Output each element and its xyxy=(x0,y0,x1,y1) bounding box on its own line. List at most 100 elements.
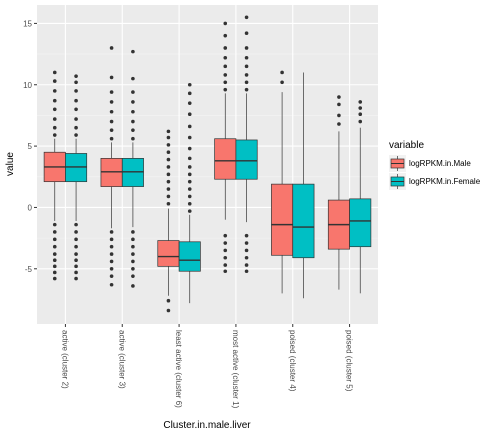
legend-title: variable xyxy=(389,140,424,151)
outlier-point xyxy=(109,274,114,278)
box-group xyxy=(43,70,66,281)
outlier-point xyxy=(166,165,171,169)
outlier-point xyxy=(244,31,249,36)
outlier-point xyxy=(74,89,78,93)
outlier-point xyxy=(166,172,171,177)
box xyxy=(178,241,201,272)
y-tick-label: -5 xyxy=(25,265,33,274)
x-tick-label: active (cluster 3) xyxy=(117,330,126,389)
box-group xyxy=(349,100,372,294)
outlier-point xyxy=(52,270,57,275)
outlier-point xyxy=(131,274,135,278)
outlier-point xyxy=(187,209,192,213)
outlier-point xyxy=(109,109,114,114)
outlier-point xyxy=(52,107,57,112)
outlier-point xyxy=(74,80,78,85)
outlier-point xyxy=(223,21,228,26)
outlier-point xyxy=(131,90,135,94)
outlier-point xyxy=(337,95,341,99)
box-group xyxy=(157,129,180,313)
outlier-point xyxy=(358,119,363,124)
outlier-point xyxy=(244,248,249,253)
outlier-point xyxy=(244,87,249,92)
legend: variable logRPKM.in.Male logRPKM.in.Femal… xyxy=(389,140,481,190)
box xyxy=(292,183,315,259)
outlier-point xyxy=(223,87,228,92)
outlier-point xyxy=(166,194,171,199)
x-tick-label: least active (cluster 6) xyxy=(174,330,183,408)
x-tick-label: poised (cluster 5) xyxy=(345,330,354,392)
y-axis: -5 0 5 10 15 xyxy=(23,19,37,274)
box-group xyxy=(178,82,201,304)
outlier-point xyxy=(166,187,171,191)
outlier-point xyxy=(52,125,57,130)
outlier-point xyxy=(52,237,57,242)
box-group xyxy=(235,15,258,274)
outlier-point xyxy=(223,33,228,38)
outlier-point xyxy=(74,98,78,103)
outlier-point xyxy=(109,119,114,124)
outlier-point xyxy=(280,80,284,85)
outlier-point xyxy=(166,201,171,206)
outlier-point xyxy=(109,266,114,271)
outlier-point xyxy=(187,201,192,206)
outlier-point xyxy=(74,133,78,137)
x-tick-label: active (cluster 2) xyxy=(60,330,69,389)
outlier-point xyxy=(358,106,363,110)
outlier-point xyxy=(131,230,135,234)
outlier-point xyxy=(223,73,228,77)
outlier-point xyxy=(244,269,249,274)
outlier-point xyxy=(131,119,135,124)
box xyxy=(235,139,258,180)
outlier-point xyxy=(337,113,341,118)
outlier-point xyxy=(52,264,57,269)
outlier-point xyxy=(131,128,135,132)
box-group xyxy=(121,49,144,288)
outlier-point xyxy=(131,136,135,141)
outlier-point xyxy=(109,128,114,132)
outlier-point xyxy=(74,222,78,227)
outlier-point xyxy=(244,46,249,50)
y-tick-label: 15 xyxy=(23,19,32,28)
legend-label: logRPKM.in.Male xyxy=(409,159,471,168)
outlier-point xyxy=(166,157,171,162)
outlier-point xyxy=(244,64,249,69)
y-tick-label: 5 xyxy=(28,142,33,151)
outlier-point xyxy=(166,298,171,303)
outlier-point xyxy=(223,80,228,85)
outlier-point xyxy=(166,308,171,313)
box xyxy=(157,240,180,267)
outlier-point xyxy=(52,258,57,263)
outlier-point xyxy=(187,156,192,161)
outlier-point xyxy=(187,91,192,96)
box-series xyxy=(43,15,372,313)
legend-label: logRPKM.in.Female xyxy=(409,177,481,186)
outlier-point xyxy=(166,179,171,184)
outlier-point xyxy=(166,150,171,155)
outlier-point xyxy=(244,255,249,260)
outlier-point xyxy=(223,255,228,260)
outlier-point xyxy=(109,244,114,249)
outlier-point xyxy=(244,263,249,267)
outlier-point xyxy=(187,194,192,199)
outlier-point xyxy=(74,230,78,234)
outlier-point xyxy=(74,125,78,130)
outlier-point xyxy=(131,252,135,256)
outlier-point xyxy=(131,237,135,242)
box-group xyxy=(292,72,315,299)
outlier-point xyxy=(131,244,135,249)
outlier-point xyxy=(223,269,228,274)
outlier-point xyxy=(187,135,192,140)
outlier-point xyxy=(131,76,135,81)
outlier-point xyxy=(52,70,57,75)
outlier-point xyxy=(131,49,135,54)
outlier-point xyxy=(244,80,249,85)
legend-item: logRPKM.in.Male xyxy=(389,155,471,172)
outlier-point xyxy=(109,282,114,287)
outlier-point xyxy=(74,270,78,275)
outlier-point xyxy=(52,276,57,281)
outlier-point xyxy=(223,46,228,50)
outlier-point xyxy=(131,259,135,264)
outlier-point xyxy=(187,187,192,191)
outlier-point xyxy=(109,136,114,141)
